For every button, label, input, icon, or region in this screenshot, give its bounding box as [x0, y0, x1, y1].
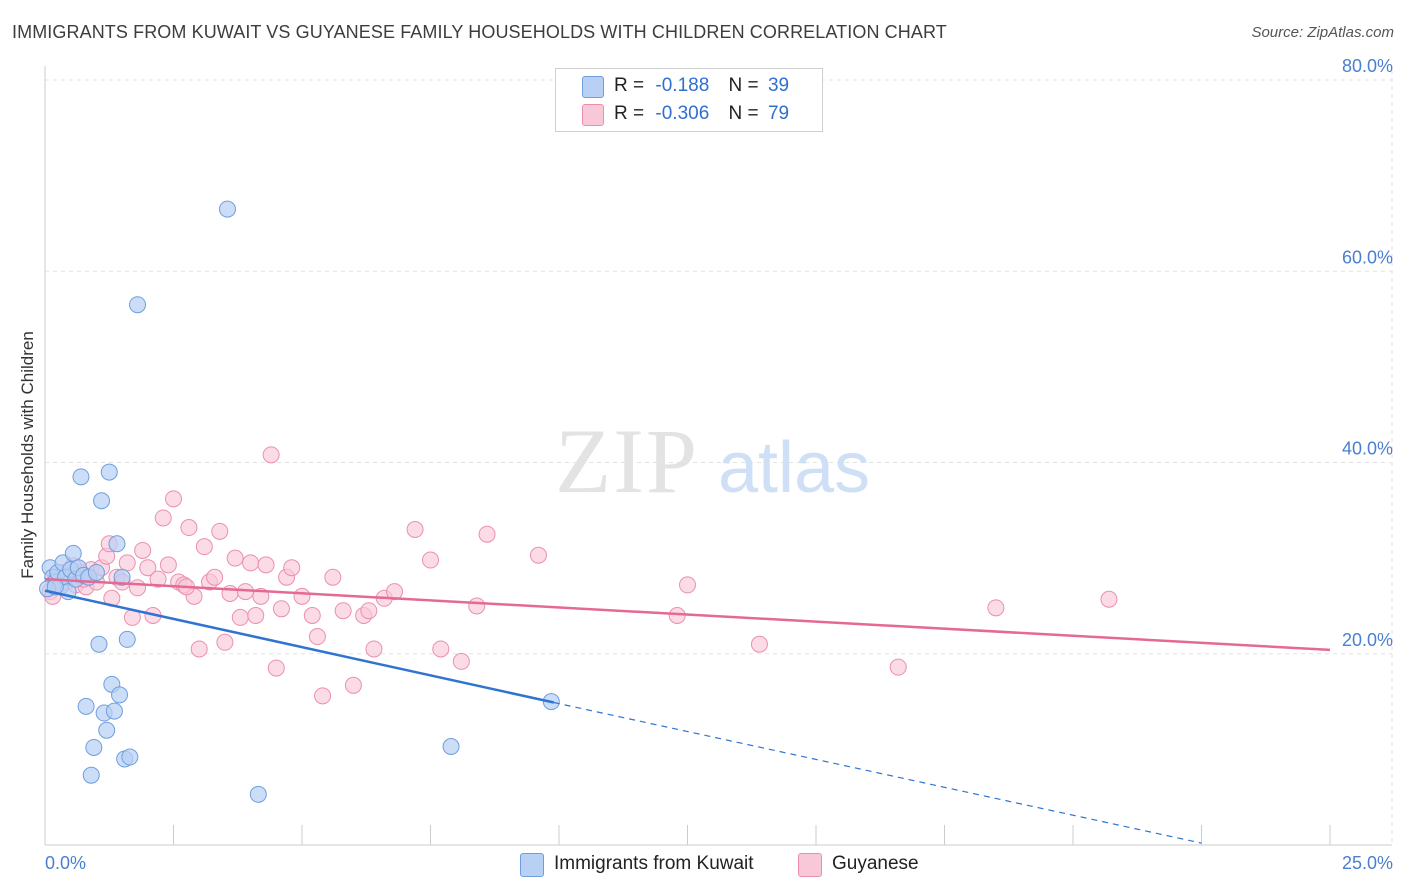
legend-n-value-guyanese: 79: [767, 103, 790, 124]
tick-labels: 20.0% 40.0% 60.0% 80.0% 0.0% 25.0%: [45, 56, 1393, 873]
guyanese-point: [216, 633, 234, 651]
guyanese-point: [257, 556, 275, 574]
guyanese-point: [324, 568, 342, 586]
guyanese-point: [314, 687, 332, 705]
kuwait-point: [121, 748, 139, 766]
guyanese-point: [134, 541, 152, 559]
guyanese-point: [267, 659, 285, 677]
guyanese-point: [242, 554, 260, 572]
legend-label-kuwait: Immigrants from Kuwait: [554, 853, 754, 874]
guyanese-trend-line: [44, 577, 1331, 652]
kuwait-point: [90, 635, 108, 653]
legend-n-label: N =: [728, 103, 759, 124]
kuwait-point: [113, 568, 131, 586]
guyanese-point: [344, 676, 362, 694]
kuwait-point: [72, 468, 90, 486]
guyanese-point: [129, 579, 147, 597]
kuwait-point: [442, 738, 460, 756]
guyanese-point: [180, 519, 198, 537]
kuwait-point: [100, 463, 118, 481]
legend-swatch-kuwait: [520, 853, 544, 877]
kuwait-point: [218, 200, 236, 218]
kuwait-point: [249, 785, 267, 803]
legend-r-label: R =: [614, 75, 645, 96]
guyanese-point: [195, 538, 213, 556]
legend-swatch-guyanese: [582, 104, 604, 126]
guyanese-point: [750, 635, 768, 653]
guyanese-point: [334, 602, 352, 620]
watermark-atlas: atlas: [718, 428, 870, 508]
guyanese-point: [247, 607, 265, 624]
guyanese-point: [190, 640, 208, 658]
guyanese-point: [468, 597, 486, 615]
watermark: ZIP atlas: [555, 410, 870, 512]
guyanese-point: [529, 546, 547, 564]
source-label: Source: ZipAtlas.com: [1251, 24, 1394, 41]
guyanese-point: [308, 628, 326, 646]
kuwait-point: [108, 535, 126, 553]
guyanese-point: [889, 658, 907, 676]
guyanese-point: [365, 640, 383, 658]
axes-layer: [44, 66, 1392, 846]
guyanese-point: [987, 599, 1005, 617]
kuwait-point: [77, 697, 95, 715]
kuwait-trend-line: [44, 589, 555, 704]
guyanese-point: [226, 549, 244, 567]
guyanese-point: [452, 652, 470, 670]
y-tick-label: 20.0%: [1342, 630, 1393, 650]
guyanese-point: [262, 446, 280, 464]
legend-swatch-guyanese: [798, 853, 822, 877]
guyanese-point: [159, 556, 177, 574]
kuwait-point: [87, 563, 105, 581]
guyanese-point: [283, 559, 301, 577]
guyanese-point: [154, 509, 172, 527]
guyanese-point: [211, 522, 229, 540]
legend-r-value-guyanese: -0.306: [655, 103, 710, 124]
legend-label-guyanese: Guyanese: [832, 853, 919, 874]
guyanese-point: [432, 640, 450, 658]
kuwait-point: [98, 721, 116, 739]
kuwait-point: [111, 686, 129, 704]
stats-legend: R = -0.188 N = 39 R = -0.306 N = 79: [555, 68, 823, 132]
legend-n-value-kuwait: 39: [767, 75, 790, 96]
guyanese-point: [118, 554, 136, 572]
x-tick-label: 25.0%: [1342, 853, 1393, 873]
guyanese-point: [206, 568, 224, 586]
watermark-zip: ZIP: [555, 410, 699, 512]
kuwait-point: [85, 738, 103, 756]
guyanese-point: [406, 520, 424, 538]
y-tick-label: 60.0%: [1342, 247, 1393, 267]
kuwait-points: [39, 200, 560, 803]
guyanese-point: [272, 600, 290, 618]
guyanese-point: [478, 525, 496, 543]
kuwait-point: [118, 630, 136, 648]
guyanese-point: [139, 559, 157, 577]
legend-n-label: N =: [728, 75, 759, 96]
kuwait-point: [93, 492, 111, 510]
guyanese-point: [1100, 590, 1118, 608]
trend-lines: [44, 577, 1331, 844]
legend-r-label: R =: [614, 103, 645, 124]
kuwait-point: [105, 702, 123, 720]
guyanese-point: [360, 602, 378, 620]
y-tick-label: 40.0%: [1342, 439, 1393, 459]
legend-r-value-kuwait: -0.188: [655, 75, 710, 96]
kuwait-trend-extension: [553, 701, 1202, 844]
guyanese-point: [303, 607, 321, 624]
guyanese-point: [679, 576, 696, 594]
guyanese-point: [293, 587, 311, 605]
kuwait-point: [64, 544, 82, 562]
x-tick-label: 0.0%: [45, 853, 86, 873]
guyanese-point: [165, 490, 182, 508]
guyanese-point: [149, 570, 167, 588]
kuwait-point: [129, 296, 147, 314]
chart-title: IMMIGRANTS FROM KUWAIT VS GUYANESE FAMIL…: [12, 22, 947, 42]
legend-swatch-kuwait: [582, 76, 604, 98]
guyanese-point: [231, 608, 249, 626]
guyanese-point: [422, 551, 439, 569]
y-tick-label: 80.0%: [1342, 56, 1393, 76]
kuwait-point: [82, 766, 100, 784]
